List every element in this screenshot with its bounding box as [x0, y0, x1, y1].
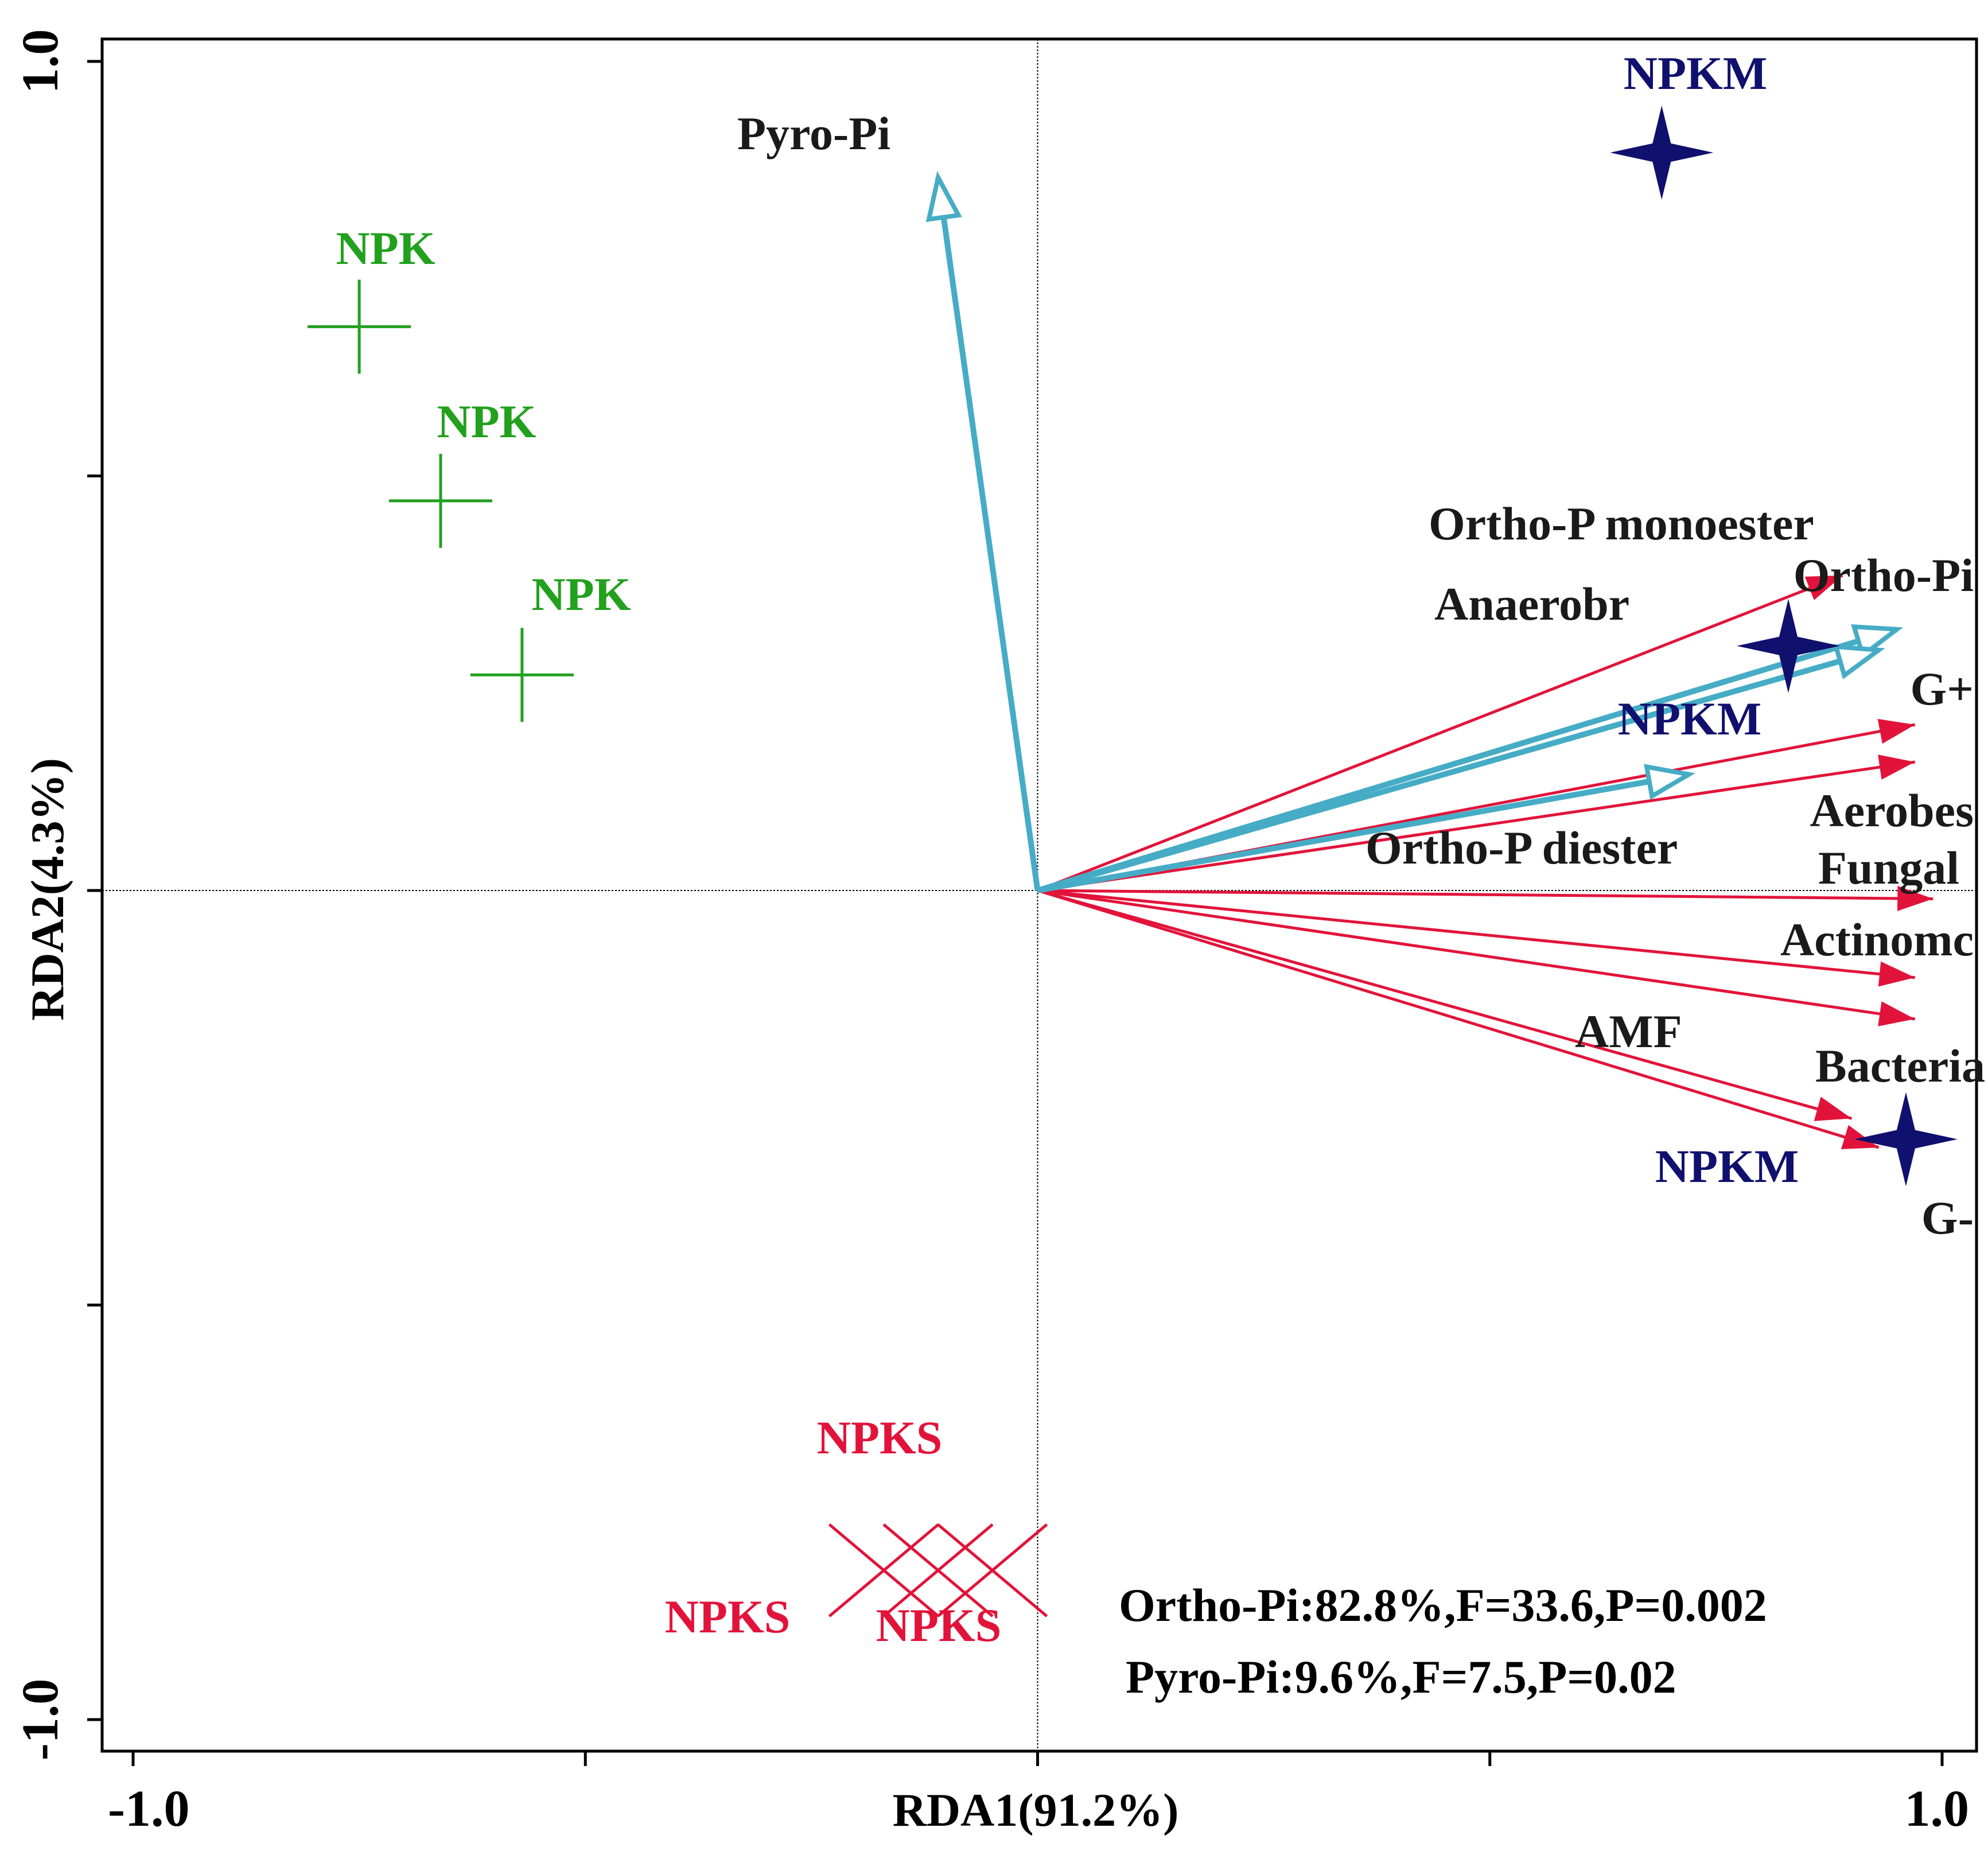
y-tick-label: 1.0 [12, 29, 69, 94]
sample-label: NPKM [1618, 693, 1761, 745]
explanatory-vector [1037, 771, 1690, 893]
vector-label: Ortho-P monoester [1429, 497, 1814, 550]
npks-sample-marker [882, 1523, 994, 1617]
response-arrowhead [1814, 1096, 1852, 1121]
response-vector [1037, 574, 1843, 892]
statistics-text: Pyro-Pi:9.6%,F=7.5,P=0.02 [1126, 1651, 1676, 1703]
vector-label: Ortho-P diester [1365, 822, 1678, 874]
y-tick-label: -1.0 [12, 1679, 69, 1760]
sample-label: NPKS [665, 1590, 791, 1643]
vector-label: Anaerobr [1434, 578, 1629, 630]
plot-frame [100, 37, 1978, 1753]
y-axis-title: RDA2(4.3%) [21, 758, 73, 1021]
sample-label: NPK [531, 568, 631, 620]
response-vector [1037, 889, 1915, 979]
response-arrowhead [1804, 575, 1843, 600]
vector-label: Actinomc [1780, 913, 1974, 966]
x-tick-label: 1.0 [1905, 1780, 1970, 1837]
response-arrowhead [1878, 1001, 1915, 1026]
vector-label: G+ [1910, 663, 1974, 715]
vector-label: Aerobes [1810, 784, 1974, 837]
npkm-sample-marker [1610, 105, 1714, 200]
sample-label: NPK [336, 222, 435, 274]
response-arrowhead [1878, 961, 1915, 987]
response-arrowhead [1878, 755, 1915, 780]
explanatory-arrowhead [1833, 644, 1885, 679]
sample-label: NPKS [817, 1411, 943, 1464]
vector-label: AMF [1575, 1005, 1682, 1057]
response-arrowhead [1877, 718, 1915, 744]
npks-sample-marker [937, 1523, 1048, 1617]
sample-label: NPKM [1655, 1140, 1799, 1192]
npkm-sample-marker [1854, 1092, 1958, 1187]
vector-label: Fungal [1818, 842, 1959, 894]
explanatory-arrowhead [1644, 764, 1695, 800]
npks-sample-marker [828, 1523, 940, 1617]
vector-label: Bacteria [1815, 1040, 1985, 1092]
x-tick-label: -1.0 [108, 1780, 189, 1837]
response-arrowhead [1841, 1125, 1879, 1149]
explanatory-vector [1037, 647, 1880, 893]
explanatory-arrowhead [925, 170, 962, 222]
statistics-text: Ortho-Pi:82.8%,F=33.6,P=0.002 [1119, 1579, 1767, 1631]
x-axis-title: RDA1(91.2%) [893, 1784, 1179, 1836]
npkm-sample-marker [1736, 598, 1840, 693]
response-vector [1037, 889, 1853, 1120]
vector-label: Pyro-Pi [737, 107, 890, 160]
sample-label: NPKS [876, 1599, 1002, 1651]
sample-label: NPKM [1624, 47, 1767, 99]
response-vector [1037, 889, 1933, 900]
response-vector [1037, 889, 1880, 1149]
vector-label: Ortho-Pi [1794, 549, 1974, 601]
vector-label: G- [1921, 1192, 1974, 1244]
sample-label: NPK [437, 395, 536, 448]
explanatory-vector [935, 177, 1041, 891]
response-vector [1037, 889, 1916, 1021]
response-arrowhead [1897, 885, 1933, 911]
response-vector [1037, 760, 1916, 892]
